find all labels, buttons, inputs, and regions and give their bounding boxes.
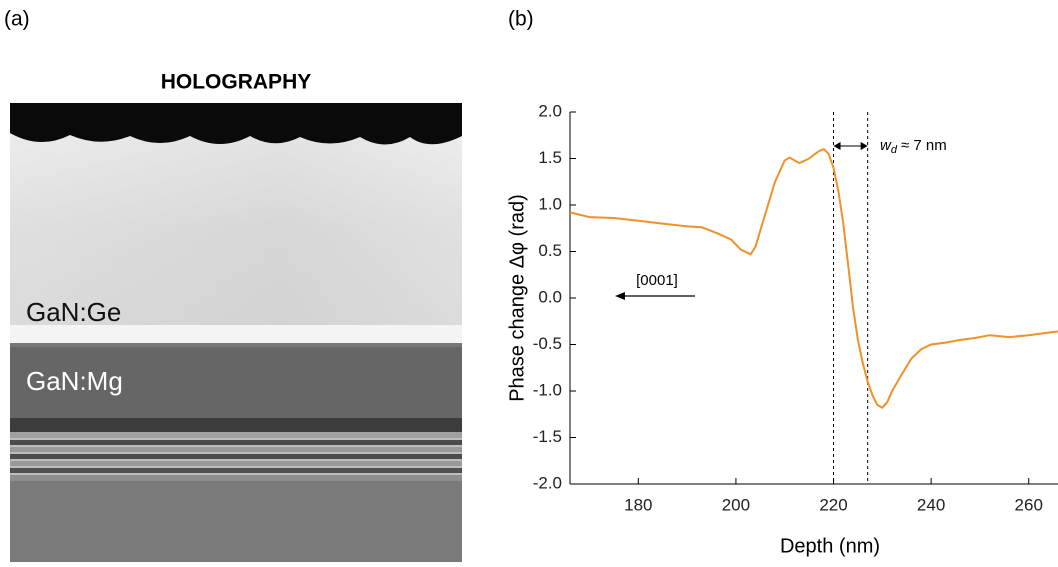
x-axis-label: Depth (nm): [780, 535, 880, 557]
y-tick-label: -0.5: [533, 334, 562, 353]
layer-label: GaN:Mg: [26, 366, 123, 396]
width-label: wd ≈ 7 nm: [880, 137, 947, 156]
y-tick-label: 0.5: [538, 241, 562, 260]
width-subscript: d: [891, 144, 898, 156]
micrograph: [10, 103, 462, 562]
y-tick-label: -1.0: [533, 380, 562, 399]
panel-label: (b): [508, 8, 534, 31]
width-arrowhead: [833, 142, 868, 150]
y-tick-label: 1.0: [538, 194, 562, 213]
width-value: ≈ 7 nm: [901, 137, 947, 154]
x-tick-label: 200: [722, 495, 750, 514]
y-tick-label: 0.0: [538, 287, 562, 306]
x-tick-label: 220: [819, 495, 847, 514]
y-axis-label: Phase change Δφ (rad): [506, 194, 528, 402]
data-line: [569, 148, 1058, 409]
y-tick-label: -2.0: [533, 473, 562, 492]
y-tick-label: 1.5: [538, 148, 562, 167]
y-tick-label: 2.0: [538, 101, 562, 120]
panel-label: (a): [4, 8, 30, 31]
direction-arrowhead: [615, 292, 625, 300]
image-title: HOLOGRAPHY: [161, 71, 312, 94]
x-tick-label: 180: [624, 495, 652, 514]
x-tick-label: 260: [1015, 495, 1043, 514]
y-tick-label: -1.5: [533, 427, 562, 446]
width-symbol: w: [880, 137, 892, 154]
direction-label: [0001]: [636, 272, 678, 289]
layer-label: GaN:Ge: [26, 297, 121, 327]
x-tick-label: 240: [917, 495, 945, 514]
